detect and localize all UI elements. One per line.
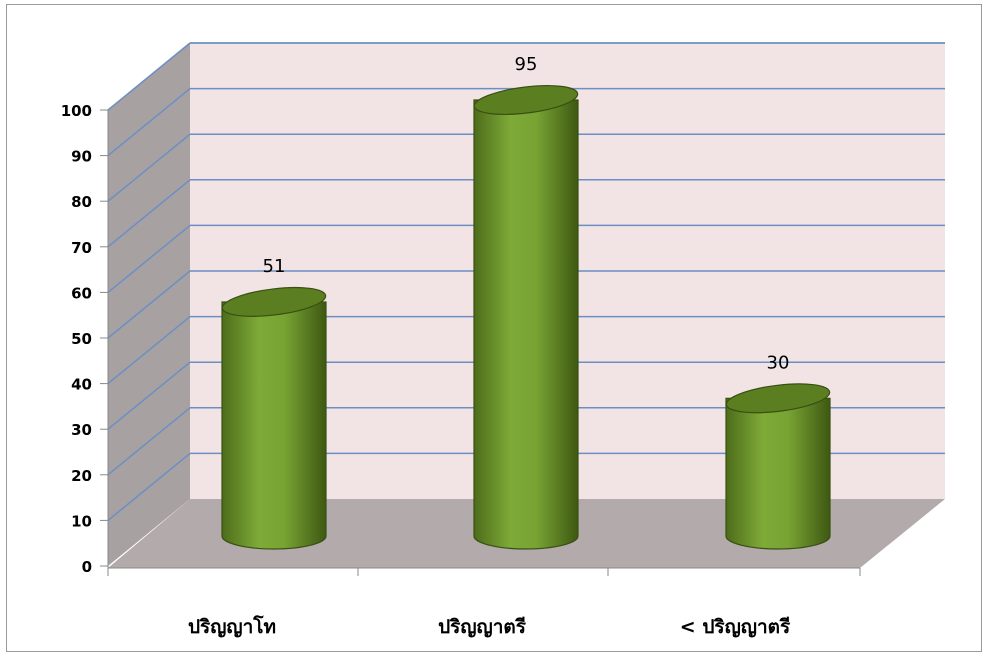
bar (725, 383, 831, 550)
bar (221, 286, 327, 550)
y-tick-label: 50 (71, 330, 92, 348)
y-tick-label: 90 (71, 148, 92, 166)
bars (221, 85, 831, 550)
y-axis (107, 110, 860, 569)
y-tick-label: 10 (71, 512, 92, 530)
y-tick-label: 70 (71, 239, 92, 257)
y-tick-label: 20 (71, 467, 92, 485)
data-labels: 51 95 30 (263, 54, 790, 373)
data-label: 95 (515, 54, 538, 75)
category-labels: ปริญญาโท ปริญญาตรี < ปริญญาตรี (188, 615, 791, 638)
x-tick-marks (107, 568, 861, 576)
y-tick-label: 0 (82, 558, 92, 576)
y-tick-label: 80 (71, 193, 92, 211)
data-label: 51 (263, 256, 286, 277)
y-tick-label: 40 (71, 376, 92, 394)
y-tick-label: 30 (71, 421, 92, 439)
data-label: 30 (767, 352, 790, 373)
y-tick-label: 60 (71, 284, 92, 302)
bar (473, 85, 579, 550)
x-category-label: ปริญญาโท (188, 615, 276, 638)
x-category-label: ปริญญาตรี (438, 616, 527, 638)
x-category-label: < ปริญญาตรี (680, 616, 791, 638)
y-tick-labels: 0 10 20 30 40 50 60 70 80 90 100 (61, 102, 108, 576)
y-tick-label: 100 (61, 102, 92, 120)
